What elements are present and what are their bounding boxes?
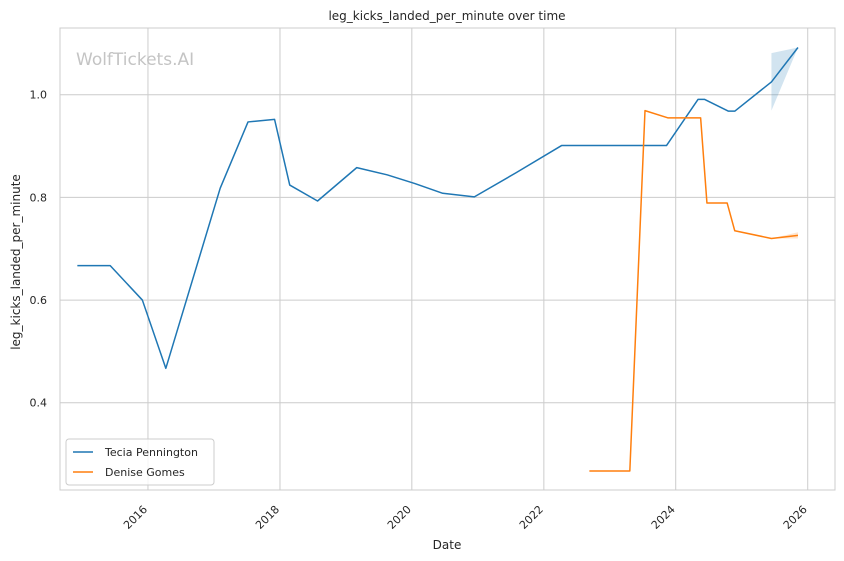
legend: Tecia Pennington Denise Gomes (65, 438, 215, 486)
grid (60, 28, 835, 490)
series-band-0 (771, 47, 798, 111)
legend-box (65, 438, 215, 486)
plot-frame (59, 27, 836, 491)
y-axis: 0.4 0.6 0.8 1.0 (30, 89, 48, 410)
plot-area (60, 28, 835, 490)
y-tick-label: 0.4 (30, 397, 48, 410)
chart-title: leg_kicks_landed_per_minute over time (328, 9, 565, 23)
legend-label: Denise Gomes (105, 466, 185, 479)
y-tick-label: 1.0 (30, 89, 48, 102)
y-tick-label: 0.8 (30, 191, 48, 204)
y-tick-label: 0.6 (30, 294, 48, 307)
series-lines (77, 47, 799, 472)
y-axis-title: leg_kicks_landed_per_minute (9, 174, 23, 350)
legend-label: Tecia Pennington (104, 446, 198, 459)
x-axis-title: Date (433, 538, 462, 552)
series-band-1 (771, 232, 798, 239)
series-line-1 (589, 109, 799, 472)
confidence-bands (771, 47, 798, 239)
watermark: WolfTickets.AI (76, 50, 194, 70)
series-line-0 (77, 47, 799, 370)
